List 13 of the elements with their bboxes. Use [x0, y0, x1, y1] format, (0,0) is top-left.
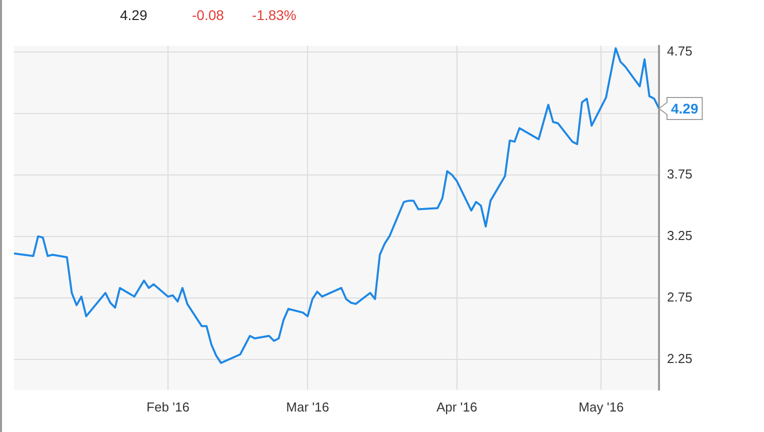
x-tick-label: Mar '16 [286, 399, 330, 414]
y-tick-label: 4.75 [667, 44, 692, 59]
y-tick-label: 2.75 [667, 289, 692, 304]
x-tick-label: May '16 [578, 399, 624, 414]
text: -0.08 [192, 7, 224, 23]
y-tick-label: 3.25 [667, 228, 692, 243]
annotation: 4.29 [671, 100, 698, 116]
x-tick-label: Apr '16 [436, 399, 478, 414]
text: -1.83% [252, 7, 296, 23]
y-tick-label: 2.25 [667, 350, 692, 366]
text: 4.29 [120, 7, 148, 23]
x-tick-label: Feb '16 [146, 399, 190, 414]
y-tick-label: 3.75 [667, 166, 692, 182]
